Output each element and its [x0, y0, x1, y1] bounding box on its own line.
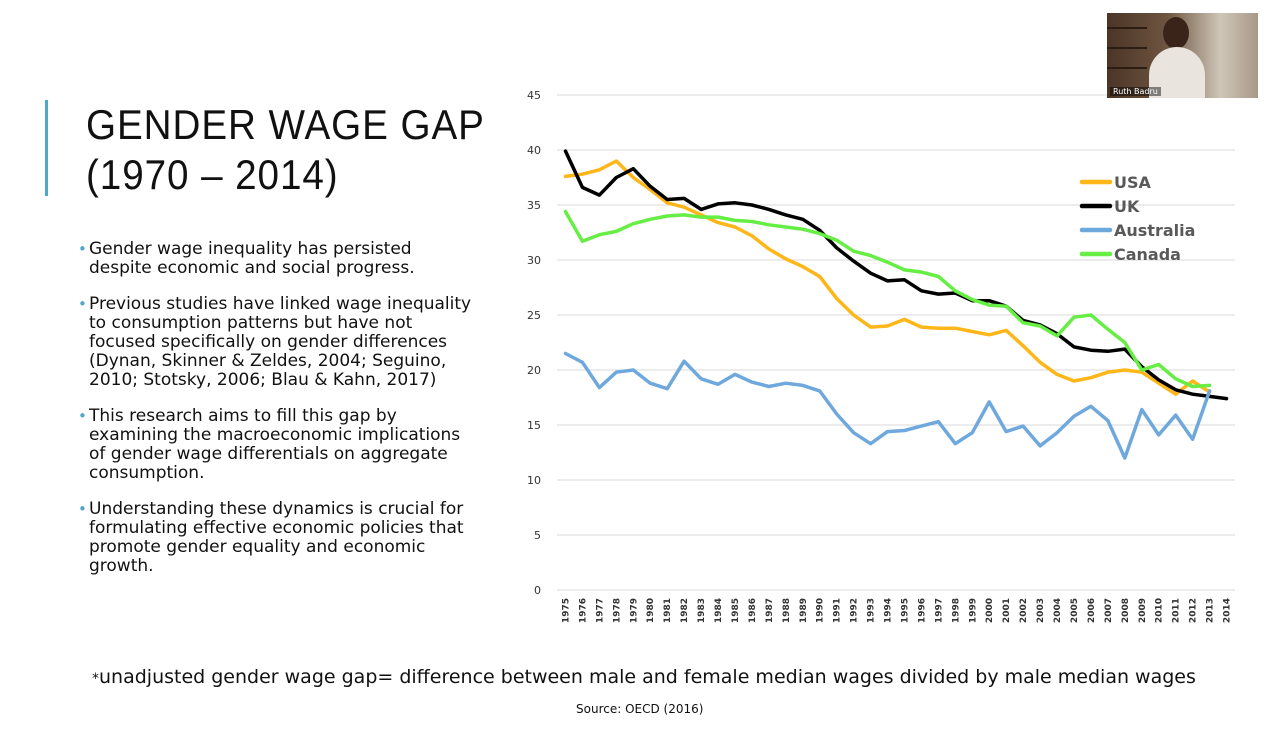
x-tick-label: 1984 — [714, 598, 724, 623]
participant-name-label: Ruth Badru — [1110, 87, 1161, 96]
series-line-uk — [563, 149, 1229, 401]
x-tick-label: 1982 — [680, 598, 690, 623]
series-line-usa — [563, 159, 1212, 396]
chart-series-lines — [563, 149, 1229, 460]
slide-title: GENDER WAGE GAP (1970 – 2014) — [86, 100, 485, 200]
x-tick-label: 1975 — [561, 598, 571, 623]
chart-gridlines — [557, 94, 1235, 591]
x-tick-label: 2007 — [1104, 598, 1114, 623]
x-tick-label: 1985 — [731, 598, 741, 623]
bullet-item: Previous studies have linked wage inequa… — [78, 295, 478, 390]
bullet-item: Understanding these dynamics is crucial … — [78, 500, 478, 576]
x-tick-label: 1977 — [595, 598, 605, 623]
series-line-australia — [563, 351, 1212, 460]
legend-label-canada: Canada — [1114, 245, 1181, 264]
y-tick-label: 5 — [534, 529, 541, 542]
x-tick-label: 1996 — [917, 598, 927, 623]
y-tick-label: 20 — [527, 364, 541, 377]
x-tick-label: 1980 — [646, 598, 656, 623]
bookshelf-line — [1107, 27, 1147, 29]
bullet-list: Gender wage inequality has persisted des… — [78, 240, 478, 593]
footnote: *unadjusted gender wage gap= difference … — [92, 666, 1196, 688]
x-tick-label: 1998 — [951, 598, 961, 623]
x-tick-label: 2003 — [1036, 598, 1046, 623]
x-tick-label: 1978 — [612, 598, 622, 623]
x-tick-label: 1979 — [629, 598, 639, 623]
x-tick-label: 2004 — [1053, 598, 1063, 623]
x-tick-label: 1994 — [884, 598, 894, 623]
x-tick-label: 2008 — [1121, 598, 1131, 623]
x-tick-label: 1987 — [765, 598, 775, 623]
y-tick-label: 30 — [527, 254, 541, 267]
y-tick-label: 25 — [527, 309, 541, 322]
x-tick-label: 1999 — [968, 598, 978, 623]
x-tick-label: 2001 — [1002, 598, 1012, 623]
x-tick-label: 1992 — [850, 598, 860, 623]
bullet-item: Gender wage inequality has persisted des… — [78, 240, 478, 278]
y-tick-label: 45 — [527, 89, 541, 102]
x-tick-label: 2006 — [1087, 598, 1097, 623]
x-tick-label: 2010 — [1155, 598, 1165, 623]
footnote-star: * — [92, 671, 99, 687]
participant-torso — [1149, 47, 1205, 98]
y-tick-label: 15 — [527, 419, 541, 432]
y-tick-label: 35 — [527, 199, 541, 212]
x-tick-label: 1988 — [782, 598, 792, 623]
x-tick-label: 1989 — [799, 598, 809, 623]
x-tick-label: 2014 — [1223, 598, 1233, 623]
source-citation: Source: OECD (2016) — [576, 702, 704, 716]
x-tick-label: 2011 — [1172, 598, 1182, 623]
y-tick-label: 0 — [534, 584, 541, 597]
x-tick-label: 2009 — [1138, 598, 1148, 623]
y-axis-ticks: 0 5 10 15 20 25 30 35 40 45 — [527, 89, 541, 597]
x-tick-label: 1995 — [900, 598, 910, 623]
x-tick-label: 1976 — [578, 598, 588, 623]
x-tick-label: 2013 — [1206, 598, 1216, 623]
x-tick-label: 2012 — [1189, 598, 1199, 623]
y-tick-label: 40 — [527, 144, 541, 157]
x-tick-label: 1986 — [748, 598, 758, 623]
bookshelf-line — [1107, 67, 1147, 69]
participant-video-thumbnail[interactable]: Ruth Badru — [1107, 13, 1258, 98]
y-tick-label: 10 — [527, 474, 541, 487]
x-tick-label: 1993 — [867, 598, 877, 623]
legend-label-australia: Australia — [1114, 221, 1195, 240]
footnote-text: unadjusted gender wage gap= difference b… — [99, 666, 1196, 688]
series-line-canada — [563, 209, 1212, 389]
x-tick-label: 1983 — [697, 598, 707, 623]
legend-label-uk: UK — [1114, 197, 1140, 216]
bookshelf-line — [1107, 47, 1147, 49]
slide-title-line-2: (1970 – 2014) — [86, 151, 339, 198]
slide-title-line-1: GENDER WAGE GAP — [86, 101, 485, 148]
x-tick-label: 2002 — [1019, 598, 1029, 623]
x-axis-ticks: 1975 1976 1977 1978 1979 1980 1981 1982 1983 1984… — [561, 598, 1232, 623]
title-accent-bar — [45, 100, 48, 196]
legend-label-usa: USA — [1114, 173, 1152, 192]
x-tick-label: 1990 — [816, 598, 826, 623]
participant-head — [1163, 17, 1189, 49]
x-tick-label: 2000 — [985, 598, 995, 623]
x-tick-label: 1991 — [833, 598, 843, 623]
x-tick-label: 1981 — [663, 598, 673, 623]
x-tick-label: 2005 — [1070, 598, 1080, 623]
chart-legend: USA UK Australia Canada — [1079, 173, 1195, 264]
x-tick-label: 1997 — [934, 598, 944, 623]
bullet-item: This research aims to fill this gap by e… — [78, 407, 478, 483]
